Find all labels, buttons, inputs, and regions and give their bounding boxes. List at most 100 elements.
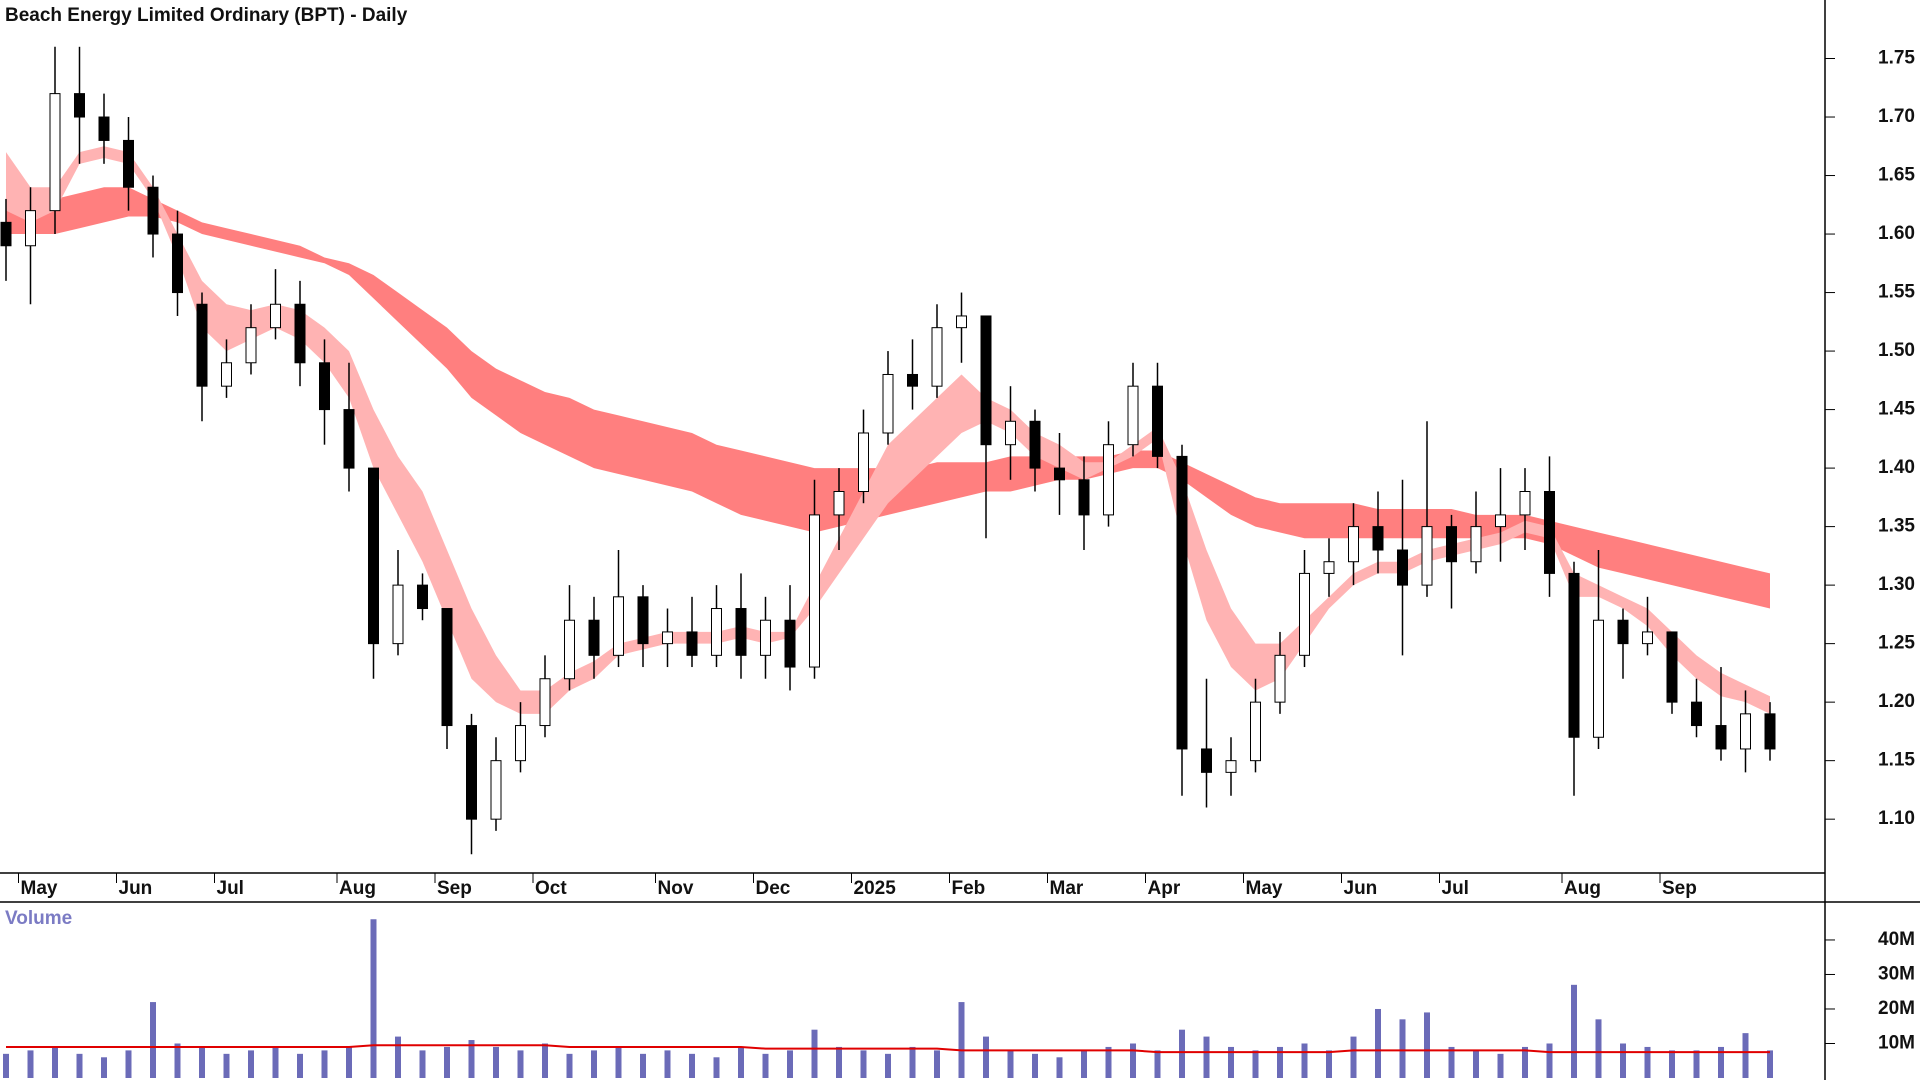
candle-body <box>490 760 502 820</box>
y-tick-label: 1.55 <box>1878 282 1915 303</box>
candle-body <box>564 619 575 680</box>
candle-body <box>711 608 722 656</box>
volume-bar <box>517 1050 524 1078</box>
volume-bar <box>150 1002 156 1078</box>
candle-body <box>1397 549 1408 586</box>
volume-bar <box>419 1050 426 1078</box>
candle-body <box>882 373 894 434</box>
candle-body <box>760 619 771 656</box>
volume-bar <box>1571 984 1577 1078</box>
volume-bar <box>1448 1046 1455 1078</box>
candle-body <box>1568 572 1580 738</box>
volume-bar <box>297 1053 303 1078</box>
volume-bar <box>1203 1036 1210 1078</box>
candle-body <box>1078 479 1090 516</box>
candle-body <box>1495 514 1506 528</box>
candle-body <box>1005 420 1016 446</box>
candle-body <box>221 362 232 387</box>
chart-title: Beach Energy Limited Ordinary (BPT) - Da… <box>5 5 408 26</box>
volume-bar <box>125 1050 132 1078</box>
volume-bar <box>1032 1053 1038 1078</box>
volume-bar <box>1105 1046 1112 1078</box>
candle-body <box>1642 631 1653 645</box>
y-tick-label: 1.45 <box>1878 399 1915 420</box>
candle-body <box>1666 631 1678 703</box>
candle-body <box>1691 701 1702 727</box>
candle-body <box>245 327 257 364</box>
candle-body <box>196 303 208 387</box>
candle-body <box>392 584 404 645</box>
volume-bar <box>811 1029 818 1078</box>
volume-bar <box>713 1057 720 1078</box>
volume-bar <box>1228 1046 1234 1078</box>
volume-bar <box>395 1036 401 1078</box>
y-tick-label: 1.15 <box>1878 750 1915 771</box>
volume-bar <box>909 1046 916 1078</box>
candle-body <box>1029 420 1041 469</box>
volume-bar <box>1056 1057 1063 1078</box>
candle-body <box>172 233 183 294</box>
volume-bar <box>321 1050 328 1078</box>
candle-body <box>1593 619 1604 738</box>
candle-body <box>1152 385 1163 457</box>
volume-bar <box>591 1050 597 1078</box>
volume-bar <box>934 1050 940 1078</box>
volume-bar <box>1326 1050 1332 1078</box>
volume-bar <box>1350 1036 1357 1078</box>
volume-bar <box>27 1050 34 1078</box>
volume-bar <box>1375 1008 1381 1078</box>
volume-bar <box>1693 1050 1700 1078</box>
candle-body <box>1372 526 1384 551</box>
volume-bar <box>1546 1043 1553 1078</box>
x-tick-label: Dec <box>756 878 791 899</box>
volume-bar <box>1424 1012 1430 1078</box>
x-tick-label: 2025 <box>854 878 897 899</box>
volume-bar <box>738 1046 744 1078</box>
candle-body <box>343 409 355 469</box>
volume-bar <box>1007 1050 1014 1078</box>
candle-body <box>441 608 453 727</box>
candle-body <box>1054 467 1065 481</box>
volume-bar <box>1742 1033 1749 1078</box>
x-tick-label: Sep <box>437 878 472 899</box>
candle-body <box>735 608 747 656</box>
volume-bar <box>223 1053 230 1078</box>
volume-bar <box>1595 1019 1602 1078</box>
volume-bar <box>836 1046 842 1078</box>
volume-bar <box>346 1046 352 1078</box>
candle-body <box>858 432 869 493</box>
candle-body <box>1421 526 1433 586</box>
candle-body <box>123 139 134 188</box>
volume-bar <box>1473 1050 1479 1078</box>
candle-body <box>1715 725 1727 750</box>
candle-body <box>1201 748 1212 773</box>
y-tick-label: 1.40 <box>1878 457 1915 478</box>
candle-body <box>637 596 649 645</box>
volume-bar <box>958 1002 965 1078</box>
candle-body <box>49 93 61 212</box>
volume-bar <box>885 1053 891 1078</box>
x-tick-label: Aug <box>1564 878 1601 899</box>
volume-bar <box>1644 1046 1651 1078</box>
x-tick-label: Jun <box>1344 878 1378 899</box>
volume-bar <box>52 1046 58 1078</box>
ma-ribbon <box>6 146 1770 714</box>
candle-body <box>907 373 918 387</box>
x-tick-label: Oct <box>535 878 567 899</box>
candle-body <box>1764 713 1776 750</box>
candle-body <box>270 303 281 329</box>
candle-body <box>1446 526 1457 563</box>
candle-body <box>25 210 36 247</box>
y-tick-label: 1.30 <box>1878 574 1915 595</box>
volume-bar <box>664 1050 671 1078</box>
y-tick-label: 1.70 <box>1878 106 1915 127</box>
volume-bar <box>689 1053 695 1078</box>
y-tick-label: 40M <box>1878 929 1915 950</box>
x-tick-label: Sep <box>1662 878 1697 899</box>
candle-body <box>931 327 943 387</box>
candle-body <box>1299 572 1310 656</box>
x-tick-label: Mar <box>1050 878 1084 899</box>
y-tick-label: 20M <box>1878 998 1915 1019</box>
y-tick-label: 1.35 <box>1878 516 1915 537</box>
volume-bar <box>370 919 377 1078</box>
